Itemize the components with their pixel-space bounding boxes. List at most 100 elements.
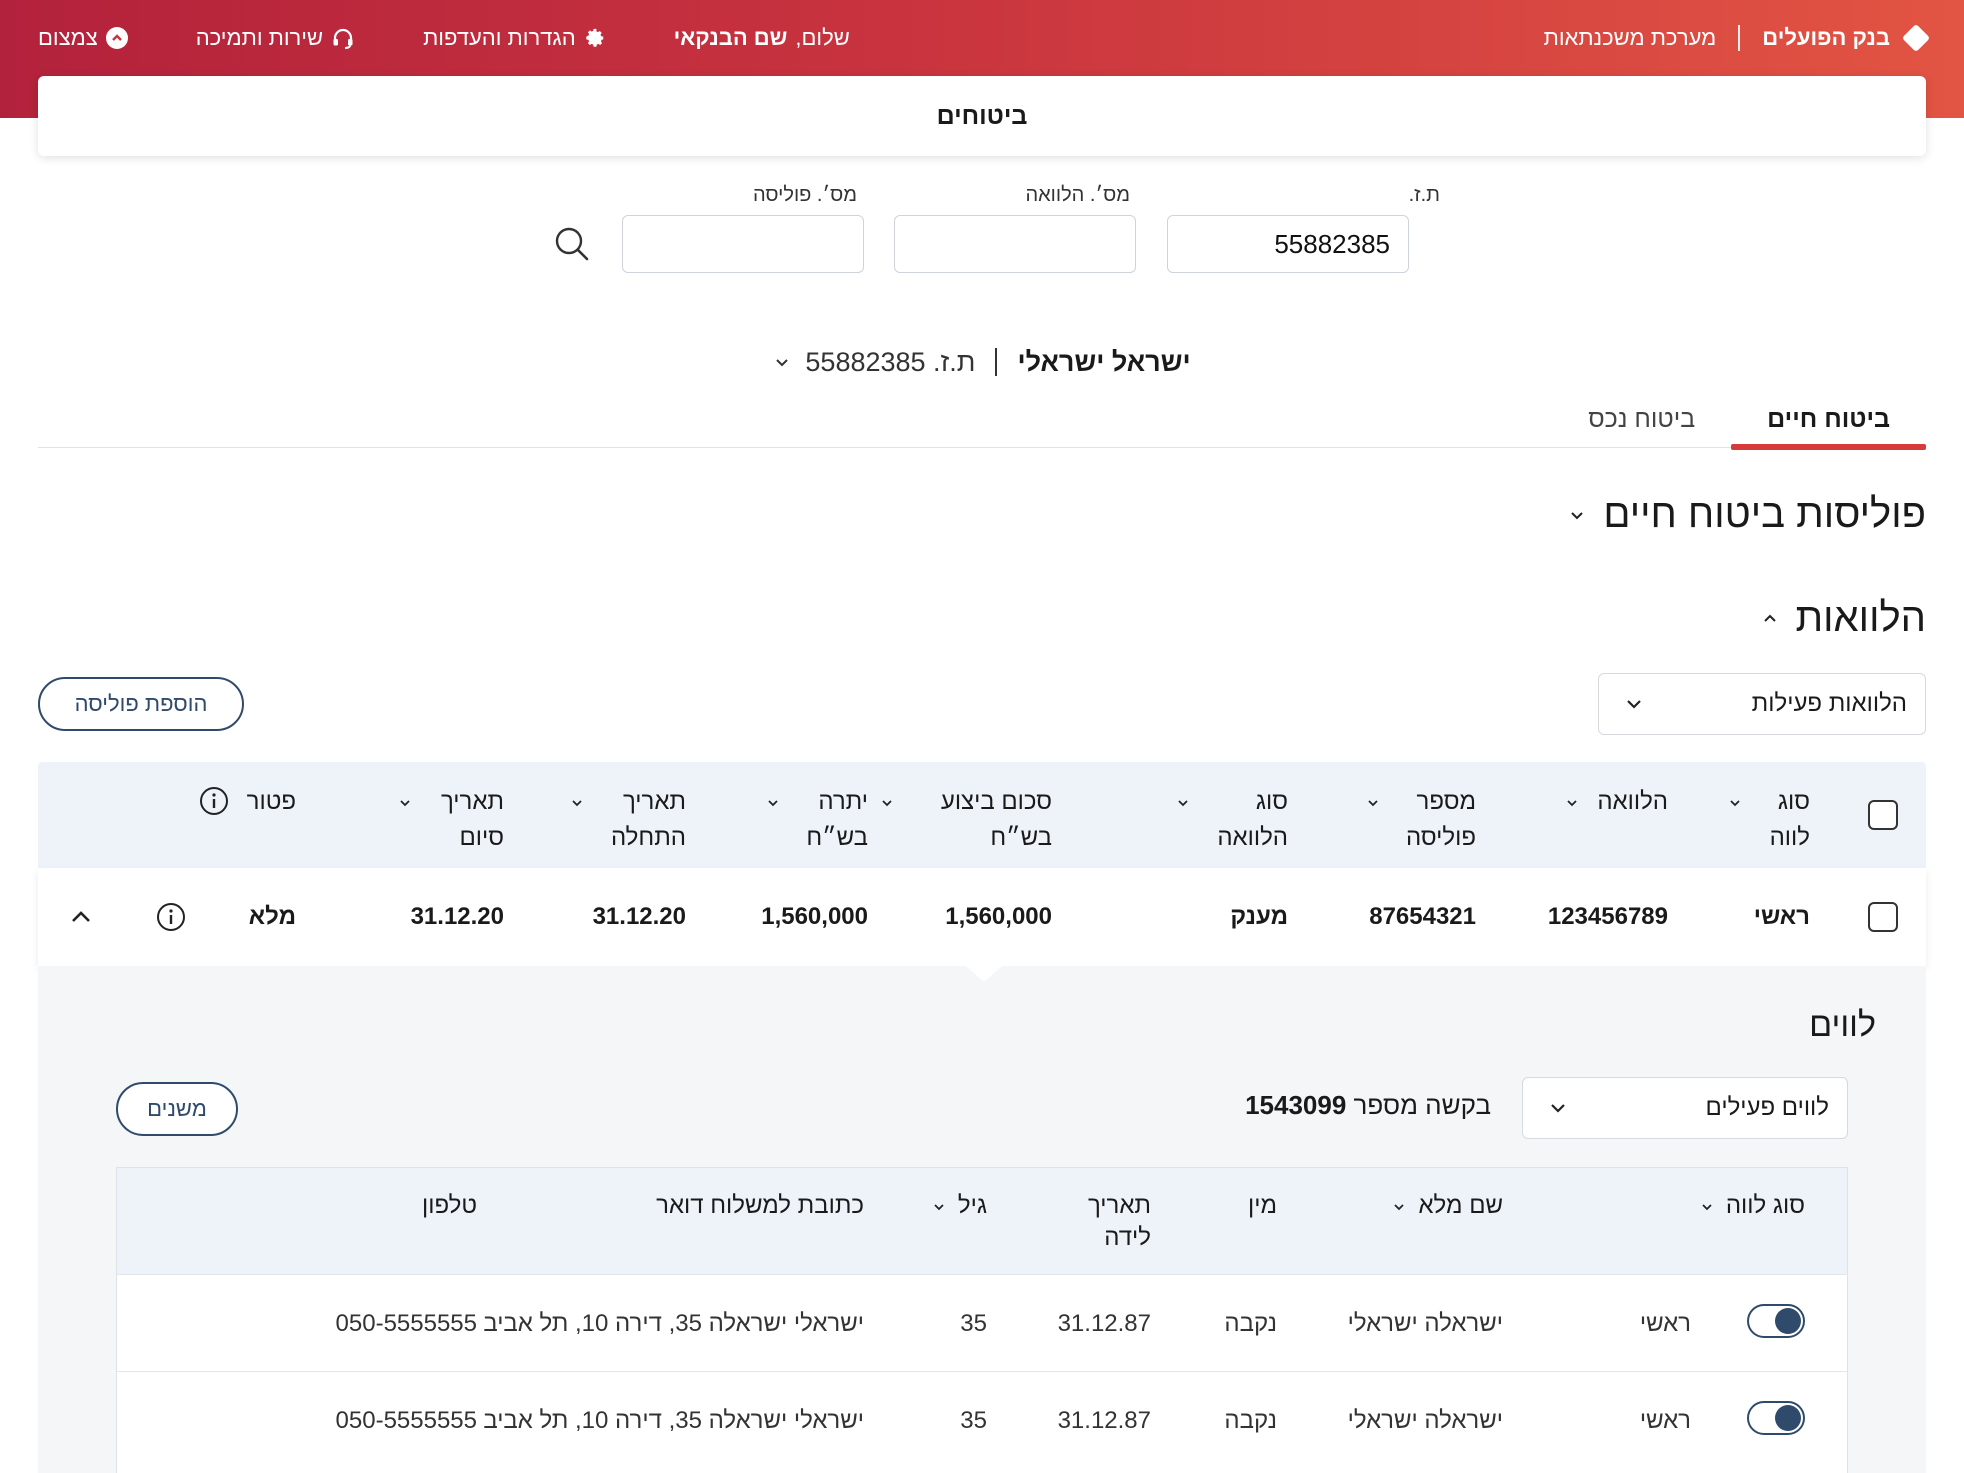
search-button[interactable] — [552, 224, 592, 264]
chevron-up-icon — [1763, 614, 1776, 622]
bcol-name[interactable]: שם מלא — [1392, 1190, 1503, 1222]
bcol-gender-label: מין — [1248, 1192, 1277, 1219]
request-number: 1543099 — [1245, 1090, 1347, 1120]
col-exemption[interactable]: פטור — [199, 784, 296, 820]
life-policies-heading[interactable]: פוליסות ביטוח חיים — [1567, 492, 1926, 537]
col-end-date-label: תאריך סיום — [440, 788, 504, 851]
loans-filter-select[interactable]: הלוואות פעילות — [1598, 673, 1926, 735]
chevron-down-icon — [1571, 511, 1584, 519]
col-start-date-label: תאריך התחלה — [610, 788, 686, 851]
collapse-icon — [105, 27, 128, 49]
borrower-type: ראשי — [1639, 1406, 1691, 1434]
loan-field[interactable] — [894, 215, 1136, 273]
loans-heading[interactable]: הלוואות — [1760, 596, 1926, 641]
loans-title: הלוואות — [1795, 596, 1926, 640]
headset-icon — [333, 28, 353, 49]
borrowers-table: סוג לווה שם מלא מין תאריך לידה גיל כתובת… — [116, 1167, 1848, 1473]
col-borrower-type[interactable]: סוג לווה — [1728, 784, 1810, 856]
policy-field-label: מס׳. פוליסה — [752, 184, 857, 206]
greeting-name: שם הבנקאי — [673, 25, 788, 50]
add-policy-button[interactable]: הוספת פוליסה — [38, 677, 244, 731]
borrower-gender: נקבה — [1224, 1406, 1277, 1434]
chevron-down-icon — [1394, 1204, 1405, 1211]
greeting: שלום, שם הבנקאי — [674, 25, 850, 51]
settings-link[interactable]: הגדרות והעדפות — [423, 25, 606, 51]
active-toggle[interactable] — [1747, 1304, 1805, 1338]
col-policy-number[interactable]: מספר פוליסה — [1366, 784, 1476, 856]
collapse-label: צמצום — [38, 25, 98, 50]
borrower-name: ישראלה ישראלי — [1347, 1309, 1503, 1337]
bcol-age[interactable]: גיל — [932, 1190, 987, 1222]
chevron-down-icon — [400, 800, 410, 807]
borrowers-filter-value: לווים פעילים — [1705, 1094, 1829, 1121]
life-policies-title: פוליסות ביטוח חיים — [1603, 492, 1926, 536]
active-toggle[interactable] — [1747, 1401, 1805, 1435]
borrower-name: ישראלה ישראלי — [1347, 1406, 1503, 1434]
borrower-phone: 050-5555555 — [335, 1309, 477, 1337]
chevron-down-icon — [1567, 800, 1577, 807]
chevron-down-icon — [768, 800, 778, 807]
page-title-card: ביטוחים — [38, 76, 1926, 156]
collapse-link[interactable]: צמצום — [38, 25, 128, 51]
table-row[interactable]: ראשי 123456789 87654321 מענק 1,560,000 1… — [38, 868, 1926, 966]
info-icon[interactable] — [156, 902, 186, 932]
customer-id: ת.ז. 55882385 — [805, 346, 976, 377]
customer-divider — [995, 348, 998, 376]
bcol-address: כתובת למשלוח דואר — [656, 1190, 864, 1222]
chevron-down-icon — [1551, 1104, 1565, 1113]
table-row[interactable]: ראשי ישראלה ישראלי נקבה 31.12.87 35 ישרא… — [117, 1371, 1847, 1468]
bcol-gender: מין — [1248, 1190, 1277, 1222]
request-info: בקשה מספר 1543099 — [1245, 1090, 1491, 1121]
policy-field[interactable] — [622, 215, 864, 273]
chevron-down-icon — [1368, 800, 1378, 807]
chevron-down-icon — [1730, 800, 1740, 807]
brand-name: בנק הפועלים — [1762, 25, 1890, 50]
brand[interactable]: בנק הפועלים מערכת משכנתאות — [1544, 23, 1931, 53]
chevron-down-icon — [934, 1204, 944, 1211]
borrowers-filter-select[interactable]: לווים פעילים — [1522, 1077, 1848, 1139]
gear-icon — [585, 28, 603, 47]
chevron-down-icon — [776, 359, 789, 367]
row-end-date: 31.12.20 — [410, 903, 504, 930]
support-label: שירות ותמיכה — [195, 25, 324, 50]
col-balance[interactable]: יתרה בש״ח — [766, 784, 868, 856]
col-amount[interactable]: סכום ביצוע בש״ח — [880, 784, 1052, 856]
borrowers-title: לווים — [1809, 1006, 1876, 1044]
row-pointer — [966, 966, 1002, 982]
table-row[interactable]: ראשי ישראלה ישראלי נקבה 31.12.87 35 ישרא… — [117, 1274, 1847, 1371]
bcol-type-label: סוג לווה — [1725, 1192, 1805, 1219]
customer-summary[interactable]: ישראל ישראלי ת.ז. 55882385 — [0, 342, 1964, 382]
select-all-checkbox[interactable] — [1868, 800, 1898, 830]
support-link[interactable]: שירות ותמיכה — [196, 25, 355, 51]
chevron-down-icon — [1627, 700, 1641, 709]
chevron-up-icon[interactable] — [68, 904, 94, 930]
bcol-dob-label: תאריך לידה — [1087, 1192, 1151, 1251]
row-policy-number: 87654321 — [1369, 903, 1476, 930]
row-start-date: 31.12.20 — [592, 903, 686, 930]
bcol-age-label: גיל — [957, 1192, 987, 1219]
col-end-date[interactable]: תאריך סיום — [398, 784, 504, 856]
col-start-date[interactable]: תאריך התחלה — [570, 784, 686, 856]
request-label: בקשה מספר — [1353, 1090, 1491, 1120]
brand-divider — [1738, 25, 1741, 51]
tab-life-insurance[interactable]: ביטוח חיים — [1731, 390, 1926, 450]
bcol-dob: תאריך לידה — [1071, 1190, 1151, 1254]
row-balance: 1,560,000 — [761, 903, 868, 930]
col-balance-label: יתרה בש״ח — [806, 788, 868, 851]
bcol-type[interactable]: סוג לווה — [1700, 1190, 1805, 1222]
row-checkbox[interactable] — [1868, 902, 1898, 932]
id-field[interactable] — [1167, 215, 1409, 273]
tab-property-insurance[interactable]: ביטוח נכס — [1588, 404, 1696, 433]
bcol-phone: טלפון — [422, 1190, 477, 1222]
col-amount-label: סכום ביצוע בש״ח — [940, 788, 1052, 851]
loan-field-label: מס׳. הלוואה — [1025, 184, 1130, 206]
col-loan-type[interactable]: סוג הלוואה — [1176, 784, 1288, 856]
row-amount: 1,560,000 — [945, 903, 1052, 930]
change-button[interactable]: משנים — [116, 1082, 238, 1136]
col-policy-number-label: מספר פוליסה — [1405, 788, 1476, 851]
info-icon[interactable] — [199, 786, 229, 816]
chevron-down-icon — [1702, 1204, 1712, 1211]
loans-table-header: סוג לווה הלוואה מספר פוליסה סוג הלוואה ס… — [38, 762, 1926, 868]
insurance-tabs: ביטוח חיים ביטוח נכס — [38, 390, 1926, 450]
col-loan[interactable]: הלוואה — [1565, 784, 1668, 820]
